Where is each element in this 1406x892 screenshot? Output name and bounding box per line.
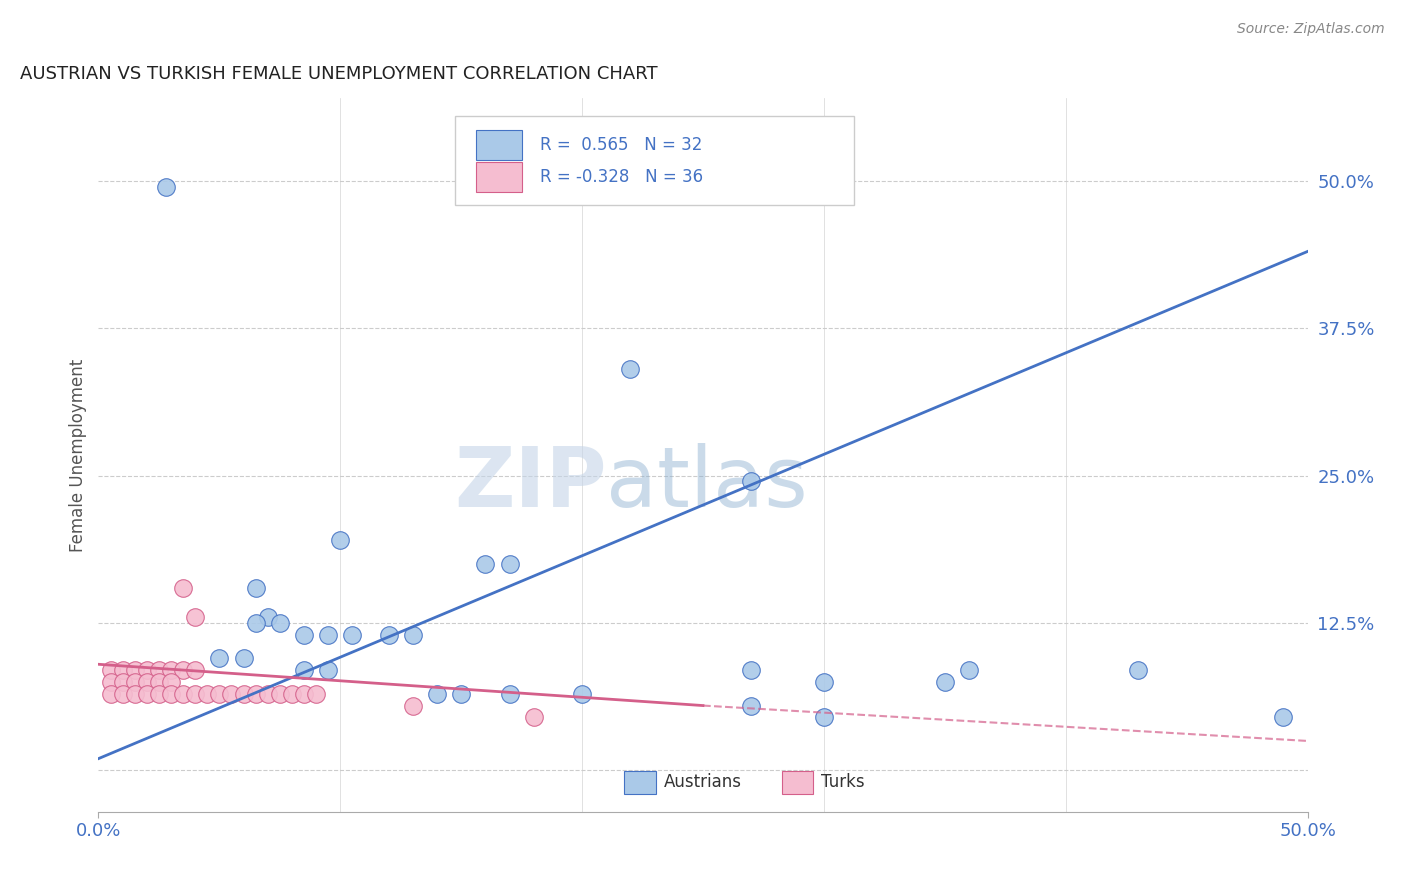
Point — [316, 628, 339, 642]
Text: Austrians: Austrians — [664, 773, 742, 791]
Text: R =  0.565   N = 32: R = 0.565 N = 32 — [540, 136, 702, 154]
Point — [172, 581, 194, 595]
Point — [124, 663, 146, 677]
Point — [426, 687, 449, 701]
FancyBboxPatch shape — [782, 771, 813, 794]
Point — [281, 687, 304, 701]
Point — [208, 687, 231, 701]
Point — [172, 687, 194, 701]
Point — [184, 663, 207, 677]
Point — [256, 610, 278, 624]
Point — [269, 615, 291, 630]
Point — [474, 557, 496, 571]
Point — [148, 663, 170, 677]
Point — [316, 663, 339, 677]
Point — [160, 663, 183, 677]
Point — [813, 710, 835, 724]
Point — [269, 687, 291, 701]
Text: R = -0.328   N = 36: R = -0.328 N = 36 — [540, 169, 703, 186]
Point — [740, 663, 762, 677]
Point — [135, 663, 157, 677]
Point — [184, 610, 207, 624]
Point — [402, 628, 425, 642]
Point — [245, 687, 267, 701]
Text: atlas: atlas — [606, 443, 808, 524]
Point — [148, 687, 170, 701]
Point — [305, 687, 328, 701]
Point — [740, 698, 762, 713]
Text: Turks: Turks — [821, 773, 865, 791]
Point — [813, 675, 835, 690]
Point — [342, 628, 364, 642]
FancyBboxPatch shape — [475, 162, 522, 193]
Point — [402, 698, 425, 713]
Point — [195, 687, 218, 701]
Point — [377, 628, 399, 642]
Point — [934, 675, 956, 690]
FancyBboxPatch shape — [456, 116, 855, 205]
Point — [100, 675, 122, 690]
Point — [184, 687, 207, 701]
Y-axis label: Female Unemployment: Female Unemployment — [69, 359, 87, 551]
Point — [124, 675, 146, 690]
Point — [172, 663, 194, 677]
Point — [160, 687, 183, 701]
Point — [100, 663, 122, 677]
Point — [124, 687, 146, 701]
Point — [329, 533, 352, 548]
Point — [1128, 663, 1150, 677]
Point — [1272, 710, 1295, 724]
FancyBboxPatch shape — [624, 771, 655, 794]
Text: AUSTRIAN VS TURKISH FEMALE UNEMPLOYMENT CORRELATION CHART: AUSTRIAN VS TURKISH FEMALE UNEMPLOYMENT … — [20, 65, 658, 83]
FancyBboxPatch shape — [475, 130, 522, 161]
Point — [135, 687, 157, 701]
Point — [245, 581, 267, 595]
Text: ZIP: ZIP — [454, 443, 606, 524]
Point — [232, 687, 254, 701]
Point — [813, 179, 835, 194]
Point — [155, 179, 177, 194]
Point — [111, 687, 134, 701]
Point — [245, 615, 267, 630]
Point — [135, 675, 157, 690]
Point — [498, 557, 520, 571]
Text: Source: ZipAtlas.com: Source: ZipAtlas.com — [1237, 22, 1385, 37]
Point — [208, 651, 231, 665]
Point — [100, 687, 122, 701]
Point — [232, 651, 254, 665]
Point — [523, 710, 546, 724]
Point — [292, 687, 315, 701]
Point — [148, 675, 170, 690]
Point — [571, 687, 593, 701]
Point — [292, 628, 315, 642]
Point — [256, 687, 278, 701]
Point — [221, 687, 243, 701]
Point — [111, 675, 134, 690]
Point — [740, 475, 762, 489]
Point — [619, 362, 641, 376]
Point — [111, 663, 134, 677]
Point — [957, 663, 980, 677]
Point — [292, 663, 315, 677]
Point — [450, 687, 472, 701]
Point — [498, 687, 520, 701]
Point — [160, 675, 183, 690]
